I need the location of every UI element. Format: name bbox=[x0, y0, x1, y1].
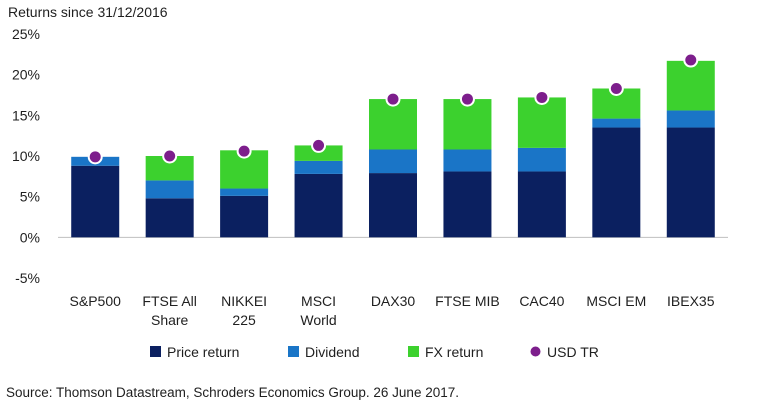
bar-segment-price-return bbox=[369, 173, 417, 238]
bar-segment-price-return bbox=[145, 198, 194, 238]
usd-tr-marker bbox=[683, 52, 699, 68]
legend-label: FX return bbox=[425, 344, 483, 360]
y-axis: -5% 0% 5% 10% 15% 20% 25% bbox=[12, 26, 40, 286]
y-tick-label: 25% bbox=[12, 26, 40, 42]
bar-segment-fx-return bbox=[369, 99, 417, 150]
y-tick-label: 20% bbox=[12, 67, 40, 83]
bar-segment-fx-return bbox=[294, 145, 343, 161]
bar-segment-price-return bbox=[220, 195, 269, 238]
bar-segment-price-return bbox=[592, 127, 641, 238]
x-category-label: S&P500 bbox=[70, 293, 122, 309]
legend-swatch bbox=[150, 346, 161, 357]
x-category-label: CAC40 bbox=[519, 293, 564, 309]
y-axis-title: Returns since 31/12/2016 bbox=[8, 4, 168, 20]
bar-segment-fx-return bbox=[517, 97, 566, 148]
bar-segment-dividend bbox=[369, 149, 417, 174]
x-category-label: FTSE All Share bbox=[142, 293, 196, 328]
bar-segment-price-return bbox=[517, 171, 566, 238]
bar-segment-dividend bbox=[666, 110, 715, 128]
usd-tr-markers bbox=[87, 52, 699, 165]
usd-tr-marker bbox=[385, 91, 401, 107]
x-category-label: DAX30 bbox=[371, 293, 416, 309]
x-category-label: MSCI World bbox=[300, 293, 336, 328]
legend-label: Dividend bbox=[305, 344, 359, 360]
legend-swatch bbox=[530, 346, 541, 357]
y-tick-label: 5% bbox=[20, 189, 40, 205]
usd-tr-marker bbox=[236, 143, 252, 159]
usd-tr-marker bbox=[162, 148, 178, 164]
bar-segment-price-return bbox=[294, 173, 343, 238]
source-note: Source: Thomson Datastream, Schroders Ec… bbox=[6, 385, 459, 400]
legend-label: USD TR bbox=[547, 344, 599, 360]
usd-tr-marker bbox=[87, 149, 103, 165]
usd-tr-marker bbox=[311, 137, 327, 153]
bar-segment-fx-return bbox=[443, 99, 492, 150]
y-tick-label: -5% bbox=[15, 270, 40, 286]
x-category-label: MSCI EM bbox=[586, 293, 646, 309]
x-category-label: FTSE MIB bbox=[435, 293, 500, 309]
x-category-label: NIKKEI 225 bbox=[221, 293, 267, 328]
legend-label: Price return bbox=[167, 344, 239, 360]
usd-tr-marker bbox=[459, 91, 475, 107]
legend-swatch bbox=[408, 346, 419, 357]
bar-segment-dividend bbox=[592, 118, 641, 128]
bar-segment-dividend bbox=[294, 160, 343, 174]
bar-segment-price-return bbox=[666, 127, 715, 238]
bar-segment-dividend bbox=[517, 147, 566, 172]
legend: Price return Dividend FX return USD TR bbox=[150, 344, 599, 360]
x-category-label: IBEX35 bbox=[667, 293, 715, 309]
usd-tr-marker bbox=[608, 80, 624, 96]
bar-segment-fx-return bbox=[666, 60, 715, 111]
legend-swatch bbox=[288, 346, 299, 357]
y-tick-label: 10% bbox=[12, 148, 40, 164]
bars bbox=[71, 60, 715, 238]
bar-segment-price-return bbox=[443, 171, 492, 238]
y-tick-label: 0% bbox=[20, 229, 40, 245]
bar-segment-price-return bbox=[71, 165, 120, 238]
bar-segment-dividend bbox=[145, 180, 194, 199]
usd-tr-marker bbox=[534, 89, 550, 105]
y-tick-label: 15% bbox=[12, 107, 40, 123]
bar-segment-dividend bbox=[220, 188, 269, 196]
x-axis: S&P500 FTSE All Share NIKKEI 225 MSCI World DAX… bbox=[70, 293, 715, 328]
bar-segment-dividend bbox=[443, 149, 492, 172]
